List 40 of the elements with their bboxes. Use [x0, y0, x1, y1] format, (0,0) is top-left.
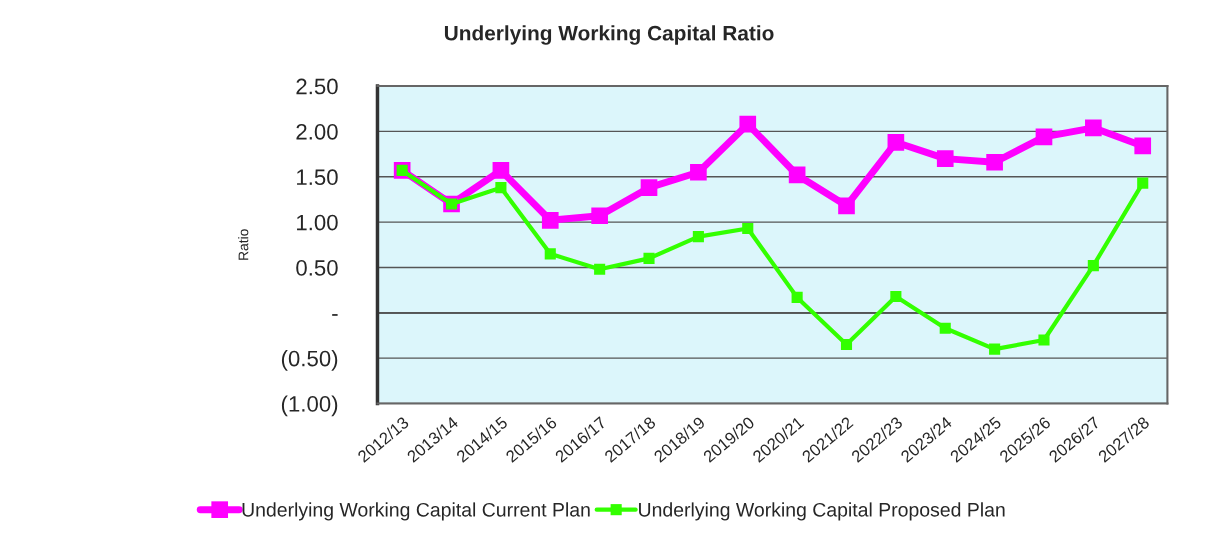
y-tick-label: 2.50 [296, 78, 338, 95]
point [544, 248, 556, 260]
y-tick-label: 2.00 [296, 123, 338, 140]
point [1038, 334, 1050, 346]
point [788, 166, 806, 184]
point [939, 322, 951, 334]
y-tick-label: (1.00) [281, 395, 338, 417]
point [742, 222, 754, 235]
point [986, 153, 1003, 171]
point [1087, 260, 1099, 272]
y-tick-label: (0.50) [281, 350, 338, 371]
point [640, 179, 658, 196]
point [887, 133, 905, 151]
y-tick-label: - [332, 314, 338, 316]
y-axis-title: Ratio [238, 229, 249, 260]
point [643, 252, 655, 264]
point [495, 182, 507, 194]
point [890, 290, 902, 303]
point [594, 263, 606, 275]
point [840, 338, 853, 351]
point [989, 343, 1001, 355]
legend-label: Underlying Working Capital Current Plan [242, 502, 590, 521]
y-tick-label: 1.00 [297, 214, 338, 231]
point [591, 207, 608, 225]
point [739, 115, 757, 133]
legend-label: Underlying Working Capital Proposed Plan [639, 502, 1005, 521]
point [838, 197, 855, 215]
point [1085, 119, 1102, 137]
chart-title: Underlying Working Capital Ratio [444, 25, 774, 45]
y-tick-label: 0.50 [296, 260, 338, 276]
point [1137, 177, 1149, 189]
point [541, 211, 559, 229]
y-tick-label: 1.50 [297, 169, 338, 186]
point [936, 150, 954, 167]
point [791, 291, 803, 303]
point [690, 163, 707, 181]
point [492, 162, 510, 179]
point [1035, 128, 1053, 146]
point [1134, 137, 1152, 155]
point [692, 231, 704, 243]
